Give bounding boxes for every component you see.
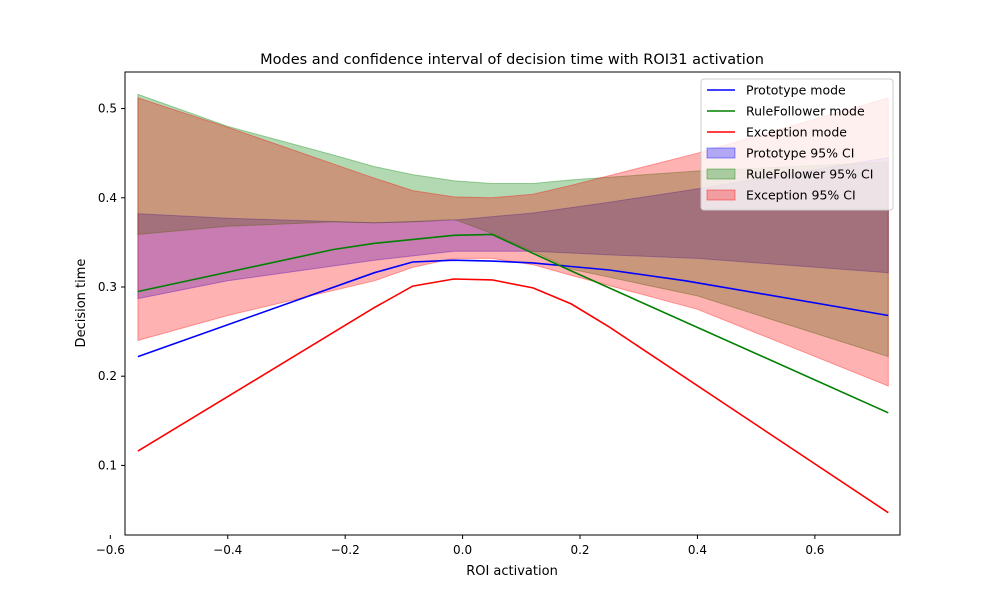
y-tick-label: 0.4 bbox=[98, 191, 117, 205]
mode-lines bbox=[137, 233, 889, 514]
legend: Prototype mode RuleFollower mode Exception… bbox=[700, 78, 894, 211]
chart-title: Modes and confidence interval of decisio… bbox=[260, 52, 764, 68]
legend-label-exception-95-ci: Exception 95% CI bbox=[746, 188, 856, 203]
x-tick-label: −0.4 bbox=[213, 543, 242, 557]
legend-swatch-exception-95-ci bbox=[706, 189, 736, 201]
x-axis-ticks: −0.6 −0.4 −0.2 0.0 0.2 0.4 0.6 bbox=[96, 535, 824, 557]
y-tick-label: 0.3 bbox=[98, 280, 117, 294]
legend-label-prototype-95-ci: Prototype 95% CI bbox=[746, 146, 854, 161]
x-tick-label: 0.2 bbox=[570, 543, 589, 557]
y-tick-label: 0.2 bbox=[98, 369, 117, 383]
x-tick-label: −0.6 bbox=[96, 543, 125, 557]
x-tick-label: −0.2 bbox=[331, 543, 360, 557]
y-axis-label: Decision time bbox=[74, 259, 89, 348]
y-axis-ticks: 0.1 0.2 0.3 0.4 0.5 bbox=[98, 102, 125, 472]
legend-label-exception-mode: Exception mode bbox=[746, 125, 847, 140]
x-tick-label: 0.0 bbox=[453, 543, 472, 557]
x-tick-label: 0.4 bbox=[688, 543, 707, 557]
legend-label-prototype-mode: Prototype mode bbox=[746, 83, 846, 98]
x-tick-label: 0.6 bbox=[805, 543, 824, 557]
legend-box bbox=[700, 78, 894, 211]
y-tick-label: 0.5 bbox=[98, 102, 117, 116]
x-axis-label: ROI activation bbox=[466, 564, 558, 579]
legend-swatch-prototype-95-ci bbox=[706, 147, 736, 159]
line-prototype-mode bbox=[137, 259, 889, 358]
plot-frame bbox=[124, 71, 901, 536]
ci-band-rulefollower-95-ci bbox=[137, 93, 889, 358]
legend-label-rulefollower-mode: RuleFollower mode bbox=[746, 104, 865, 119]
legend-label-rulefollower-95-ci: RuleFollower 95% CI bbox=[746, 167, 873, 182]
line-exception-mode bbox=[137, 278, 889, 514]
y-tick-label: 0.1 bbox=[98, 458, 117, 472]
line-rulefollower-mode bbox=[137, 233, 889, 414]
legend-swatch-rulefollower-95-ci bbox=[706, 168, 736, 180]
